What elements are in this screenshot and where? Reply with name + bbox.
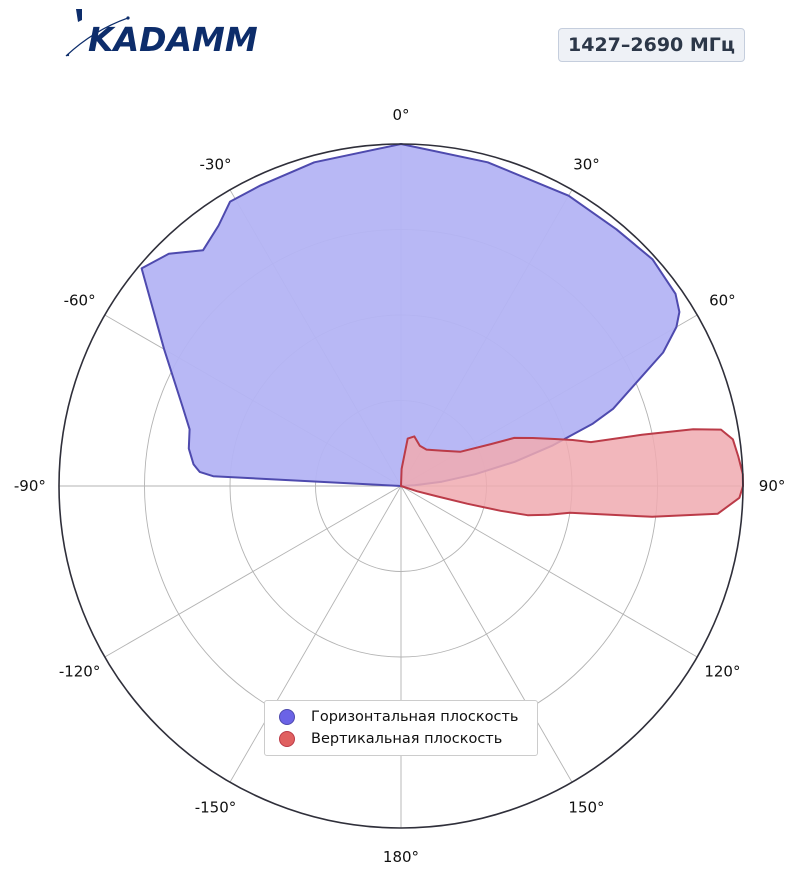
series-area-vertical xyxy=(400,428,744,518)
logo-mark-icon xyxy=(65,9,130,57)
angle-tick-label: -150° xyxy=(195,798,237,816)
angle-tick-label: -30° xyxy=(200,156,232,174)
legend-item-vertical: Вертикальная плоскость xyxy=(279,731,502,747)
angle-tick-label: 180° xyxy=(383,848,419,866)
series-area-horizontal xyxy=(140,143,681,487)
legend-item-horizontal: Горизонтальная плоскость xyxy=(279,709,518,725)
angle-tick-label: 60° xyxy=(709,292,736,310)
outer-frame-circle xyxy=(58,143,744,829)
angle-tick-label: 120° xyxy=(704,663,740,681)
logo-text: KADAMM xyxy=(88,20,258,59)
angle-tick-label: -60° xyxy=(64,292,96,310)
frequency-badge: 1427–2690 МГц xyxy=(558,28,745,62)
legend: Горизонтальная плоскость Вертикальная пл… xyxy=(264,700,538,756)
legend-marker-horizontal xyxy=(279,709,295,725)
angle-tick-label: -90° xyxy=(14,477,46,495)
angular-grid-line xyxy=(104,485,402,658)
angle-tick-label: -120° xyxy=(59,663,101,681)
angle-tick-label: 150° xyxy=(568,798,604,816)
kadamm-logo: KADAMM xyxy=(64,6,264,62)
legend-marker-vertical xyxy=(279,731,295,747)
angular-grid-line xyxy=(400,485,573,783)
angle-tick-label: 90° xyxy=(759,477,786,495)
angle-tick-label: 30° xyxy=(573,156,600,174)
angular-grid-line xyxy=(229,485,402,783)
legend-label-vertical: Вертикальная плоскость xyxy=(311,731,503,747)
angular-grid-line xyxy=(400,485,698,658)
angle-tick-label: 0° xyxy=(392,106,409,124)
legend-label-horizontal: Горизонтальная плоскость xyxy=(311,709,519,725)
